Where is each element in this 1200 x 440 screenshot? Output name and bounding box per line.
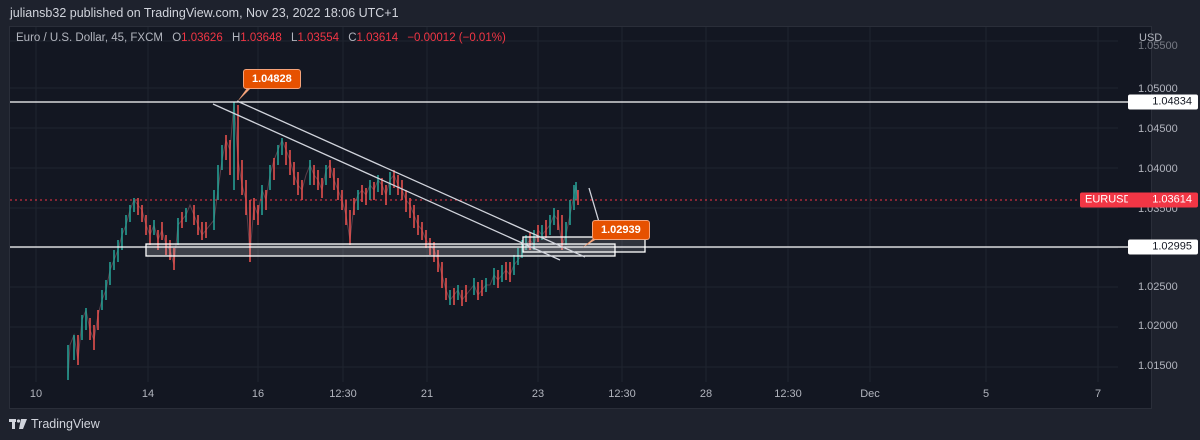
price-tick: 1.02000	[1138, 320, 1178, 332]
publisher-header: juliansb32 published on TradingView.com,…	[0, 0, 1200, 25]
footer	[0, 410, 1200, 440]
time-tick: 21	[420, 388, 434, 400]
candles	[67, 101, 579, 380]
close-label: C	[348, 32, 357, 44]
price-tick: 1.02500	[1138, 281, 1178, 293]
trendline-lower	[212, 103, 561, 261]
price-tick: 1.04500	[1138, 123, 1178, 135]
current-price-tag: 1.03614	[1128, 192, 1198, 208]
symbol-tag: EURUSD	[1080, 192, 1137, 208]
high-label: H	[231, 32, 241, 44]
symbol-description[interactable]: Euro / U.S. Dollar, 45, FXCM	[16, 32, 163, 44]
support-zone-box	[145, 243, 616, 257]
price-tick: 1.04000	[1138, 163, 1178, 175]
low-label: L	[291, 32, 298, 44]
target-price-callout[interactable]: 1.02939	[592, 220, 650, 240]
breakout-zone-box	[522, 236, 646, 253]
chart-pane[interactable]	[9, 26, 1152, 409]
time-tick: 10	[29, 388, 43, 400]
time-tick: 23	[531, 388, 545, 400]
time-tick: 16	[251, 388, 265, 400]
price-tick: 1.05500	[1138, 40, 1178, 52]
time-tick: 28	[699, 388, 713, 400]
open-label: O	[172, 32, 182, 44]
high-price-callout[interactable]: 1.04828	[243, 69, 301, 89]
time-tick: 12:30	[329, 388, 357, 400]
time-tick: 12:30	[774, 388, 802, 400]
brand-name: TradingView	[31, 417, 100, 431]
grid-lines	[10, 27, 1118, 382]
close-value: 1.03614	[356, 32, 399, 44]
tradingview-icon	[9, 418, 27, 429]
publisher-text: juliansb32 published on TradingView.com,…	[10, 6, 399, 20]
trendline-upper	[236, 100, 586, 258]
time-tick: Dec	[860, 388, 880, 400]
resistance-price-tag: 1.04834	[1128, 94, 1198, 110]
time-tick: 14	[141, 388, 155, 400]
open-value: 1.03626	[181, 32, 223, 44]
time-tick: 7	[1094, 388, 1102, 400]
price-tick: 1.05000	[1138, 83, 1178, 95]
low-value: 1.03554	[297, 32, 340, 44]
time-tick: 5	[982, 388, 990, 400]
ohlc-legend: Euro / U.S. Dollar, 45, FXCM O1.03626 H1…	[16, 32, 506, 44]
price-axis-unit: USD	[1139, 32, 1163, 44]
change-value: −0.00012 (−0.01%)	[407, 32, 506, 44]
support-price-tag: 1.02995	[1128, 239, 1198, 255]
high-value: 1.03648	[240, 32, 282, 44]
price-tick: 1.01500	[1138, 360, 1178, 372]
tradingview-logo[interactable]: TradingView	[9, 417, 100, 431]
time-tick: 12:30	[608, 388, 636, 400]
